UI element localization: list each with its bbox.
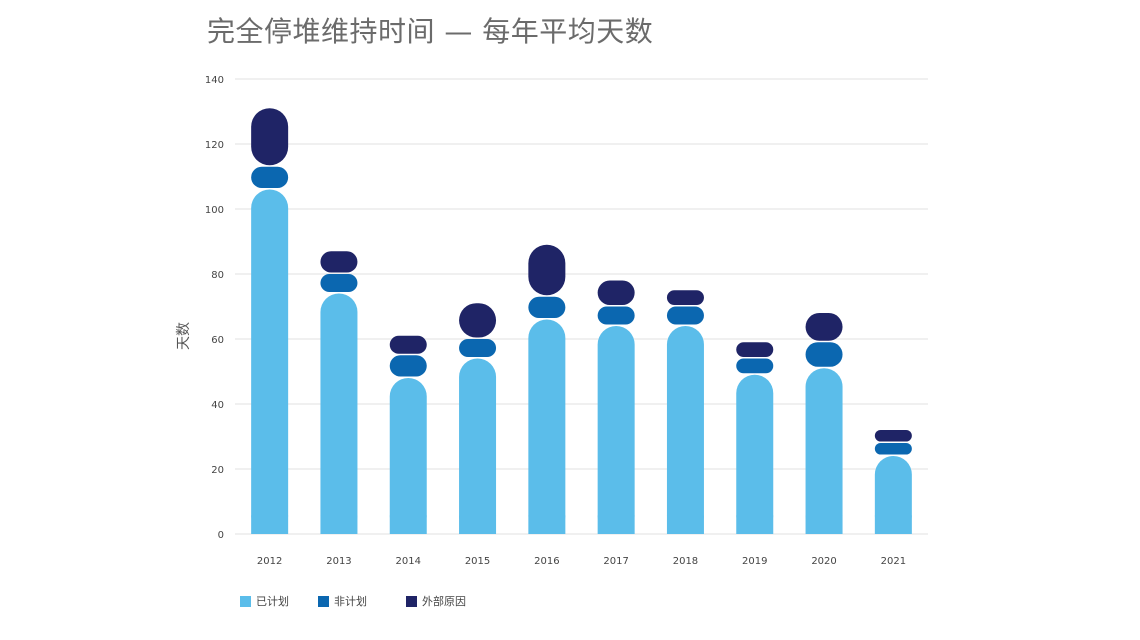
bar-planned-2019: [736, 374, 774, 534]
bar-unplanned-2015: [459, 339, 497, 357]
bar-external-2015: [459, 303, 497, 338]
bar-external-2020: [805, 313, 843, 341]
y-tick-label: 140: [205, 75, 224, 86]
bar-planned-2013: [320, 293, 358, 534]
bar-external-2017: [597, 280, 635, 305]
bar-planned-2012: [251, 189, 289, 534]
bar-planned-base-2015: [459, 515, 497, 534]
bar-external-2018: [666, 290, 704, 305]
bar-planned-base-2017: [597, 515, 635, 534]
bar-planned-2021: [874, 456, 912, 534]
bar-external-2013: [320, 251, 358, 273]
bar-planned-base-2016: [528, 515, 566, 534]
legend-label-unplanned: 非计划: [334, 595, 367, 608]
x-tick-label: 2017: [603, 556, 628, 567]
legend-item-unplanned: 非计划: [318, 593, 367, 609]
chart-title: 完全停堆维持时间 — 每年平均天数: [207, 15, 654, 48]
bar-unplanned-2019: [736, 358, 774, 374]
bar-planned-base-2013: [320, 515, 358, 534]
legend-swatch-external: [406, 595, 417, 607]
legend-item-planned: 已计划: [240, 593, 289, 609]
x-tick-label: 2014: [396, 556, 421, 567]
legend-swatch-unplanned: [318, 595, 329, 607]
bar-external-2012: [251, 108, 289, 166]
y-tick-label: 0: [218, 530, 224, 541]
bar-planned-base-2018: [666, 515, 704, 534]
bar-external-2019: [736, 342, 774, 357]
bar-unplanned-2012: [251, 166, 289, 188]
y-tick-label: 40: [211, 400, 224, 411]
x-tick-label: 2013: [326, 556, 351, 567]
bar-planned-base-2014: [389, 515, 427, 534]
bar-planned-base-2021: [874, 515, 912, 534]
bar-unplanned-2014: [389, 355, 427, 377]
bar-unplanned-2020: [805, 342, 843, 367]
y-tick-label: 60: [211, 335, 224, 346]
y-axis-label: 天数: [176, 322, 192, 350]
x-tick-label: 2021: [881, 556, 906, 567]
bar-external-2016: [528, 244, 566, 296]
bar-planned-2016: [528, 319, 566, 534]
bar-unplanned-2017: [597, 306, 635, 325]
bar-planned-2015: [459, 358, 497, 534]
legend-swatch-planned: [240, 595, 251, 607]
y-tick-label: 100: [205, 205, 224, 216]
bar-planned-2014: [389, 378, 427, 534]
bar-planned-base-2020: [805, 515, 843, 534]
legend-label-external: 外部原因: [422, 595, 466, 608]
y-tick-label: 20: [211, 465, 224, 476]
bar-unplanned-2013: [320, 274, 358, 292]
x-tick-label: 2016: [534, 556, 559, 567]
x-tick-label: 2019: [742, 556, 767, 567]
y-tick-label: 80: [211, 270, 224, 281]
bar-planned-base-2012: [251, 515, 289, 534]
legend-item-external: 外部原因: [406, 593, 466, 609]
bar-unplanned-2021: [874, 443, 912, 455]
bar-unplanned-2016: [528, 296, 566, 318]
x-tick-label: 2015: [465, 556, 490, 567]
x-tick-label: 2020: [811, 556, 836, 567]
x-tick-label: 2012: [257, 556, 282, 567]
bar-external-2014: [389, 335, 427, 354]
bar-planned-2017: [597, 326, 635, 534]
y-tick-label: 120: [205, 140, 224, 151]
bar-unplanned-2018: [666, 306, 704, 325]
x-tick-label: 2018: [673, 556, 698, 567]
bar-external-2021: [874, 430, 912, 442]
bar-planned-2018: [666, 326, 704, 534]
legend-label-planned: 已计划: [256, 595, 289, 608]
bar-planned-base-2019: [736, 515, 774, 534]
bar-planned-2020: [805, 368, 843, 534]
